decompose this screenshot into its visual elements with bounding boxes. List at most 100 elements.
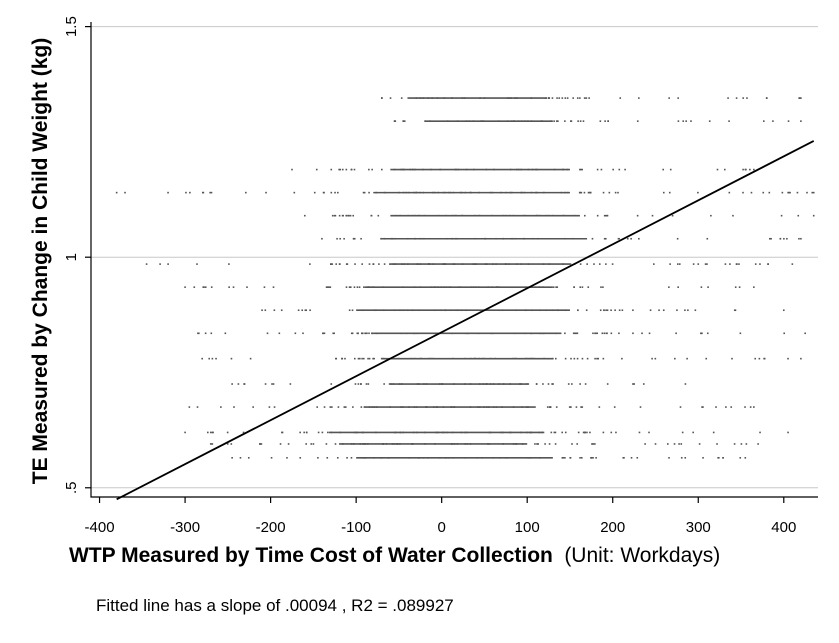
scatter-point xyxy=(535,383,538,385)
scatter-point xyxy=(548,443,551,445)
scatter-point xyxy=(705,357,708,360)
scatter-point xyxy=(524,214,527,217)
scatter-point xyxy=(798,237,800,240)
scatter-point xyxy=(708,120,711,122)
scatter-point xyxy=(429,120,431,122)
scatter-point xyxy=(230,357,233,360)
scatter-point xyxy=(350,332,353,335)
scatter-point xyxy=(514,97,516,99)
scatter-point xyxy=(580,191,583,194)
scatter-point xyxy=(402,309,404,312)
scatter-point xyxy=(361,431,364,434)
scatter-point xyxy=(598,406,601,408)
scatter-point xyxy=(435,332,437,335)
scatter-point xyxy=(414,237,416,240)
scatter-point xyxy=(501,406,503,408)
scatter-point xyxy=(673,443,676,445)
scatter-point xyxy=(437,286,439,288)
scatter-point xyxy=(443,263,445,265)
scatter-point xyxy=(437,214,440,217)
scatter-point xyxy=(400,406,402,408)
scatter-point xyxy=(554,443,557,445)
scatter-point xyxy=(787,357,789,360)
scatter-point xyxy=(715,406,717,408)
scatter-point xyxy=(742,97,745,99)
scatter-point xyxy=(433,191,436,194)
scatter-point xyxy=(353,286,356,288)
scatter-point xyxy=(391,237,394,240)
scatter-point xyxy=(447,191,450,194)
scatter-point xyxy=(524,286,527,288)
scatter-point xyxy=(495,237,497,240)
scatter-point xyxy=(372,357,374,360)
scatter-point xyxy=(759,431,761,434)
scatter-point xyxy=(538,286,541,288)
scatter-point xyxy=(636,120,639,122)
scatter-point xyxy=(400,332,403,335)
scatter-point xyxy=(553,120,555,122)
scatter-point xyxy=(392,263,395,265)
scatter-point xyxy=(566,168,569,171)
scatter-point xyxy=(439,457,441,459)
scatter-point xyxy=(479,97,481,99)
scatter-point xyxy=(389,237,392,240)
axes xyxy=(85,22,818,503)
scatter-point xyxy=(422,191,425,194)
scatter-point xyxy=(562,263,565,265)
scatter-point xyxy=(242,431,245,434)
scatter-point xyxy=(469,406,472,408)
scatter-point xyxy=(286,457,288,459)
scatter-point xyxy=(416,263,418,265)
scatter-point xyxy=(210,332,213,335)
scatter-point xyxy=(421,237,423,240)
scatter-point xyxy=(436,406,439,408)
scatter-point xyxy=(598,263,601,265)
scatter-point xyxy=(504,214,507,217)
scatter-point xyxy=(210,286,213,288)
scatter-point xyxy=(528,357,531,360)
scatter-point xyxy=(201,357,203,360)
scatter-point xyxy=(680,457,683,459)
scatter-point xyxy=(393,168,396,171)
scatter-point xyxy=(336,457,339,459)
scatter-point xyxy=(520,120,523,122)
scatter-point xyxy=(339,168,342,171)
scatter-point xyxy=(571,383,573,385)
scatter-point xyxy=(333,214,336,217)
scatter-point xyxy=(483,97,486,99)
scatter-point xyxy=(332,332,335,335)
scatter-point xyxy=(461,214,463,217)
scatter-point xyxy=(405,332,408,335)
scatter-point xyxy=(512,443,515,445)
scatter-point xyxy=(614,309,616,312)
scatter-point xyxy=(423,214,426,217)
scatter-point xyxy=(360,237,362,240)
scatter-point xyxy=(382,357,385,360)
scatter-point xyxy=(759,263,761,265)
scatter-point xyxy=(383,191,386,194)
scatter-point xyxy=(638,237,640,240)
scatter-point xyxy=(510,120,513,122)
scatter-point xyxy=(272,383,275,385)
scatter-point xyxy=(611,263,614,265)
scatter-point xyxy=(232,286,235,288)
scatter-point xyxy=(580,457,583,459)
scatter-point xyxy=(706,263,708,265)
scatter-point xyxy=(529,431,531,434)
scatter-point xyxy=(573,286,575,288)
scatter-point xyxy=(475,286,477,288)
scatter-point xyxy=(454,214,456,217)
scatter-point xyxy=(692,263,695,265)
scatter-point xyxy=(492,383,495,385)
scatter-point xyxy=(509,168,512,171)
scatter-point xyxy=(226,443,229,445)
scatter-point xyxy=(363,457,365,459)
scatter-point xyxy=(481,120,483,122)
scatter-point xyxy=(211,431,214,434)
scatter-point xyxy=(717,457,719,459)
scatter-point xyxy=(561,97,564,99)
scatter-point xyxy=(453,406,456,408)
scatter-point xyxy=(516,263,518,265)
scatter-point xyxy=(500,431,502,434)
scatter-point xyxy=(469,443,472,445)
